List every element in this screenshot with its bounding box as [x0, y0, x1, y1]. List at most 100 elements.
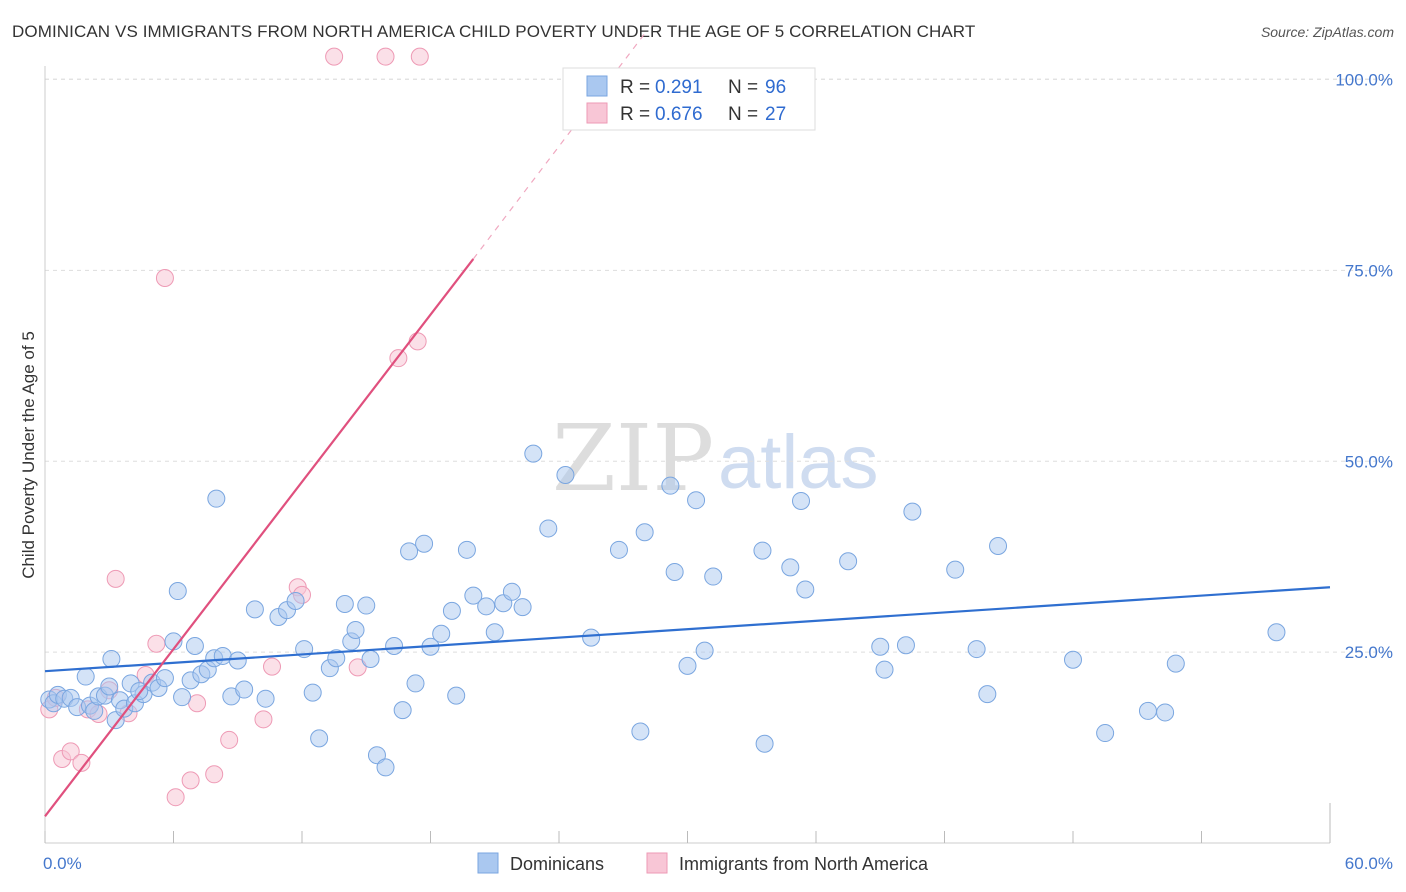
dominicans-point: [393, 701, 412, 720]
dominicans-point: [442, 601, 461, 620]
immigrants-point: [408, 332, 427, 351]
dominicans-point: [432, 624, 451, 643]
legend-n-label-1: N =: [728, 77, 758, 98]
dominicans-point: [335, 595, 354, 614]
dominicans-point: [102, 649, 121, 668]
legend-n-value-2: 27: [765, 104, 786, 125]
dominicans-point: [781, 558, 800, 577]
immigrants-point: [410, 47, 429, 66]
legend-r-value-1: 0.291: [655, 77, 703, 98]
dominicans-point: [871, 637, 890, 656]
dominicans-point: [903, 502, 922, 521]
bottom-legend-immigrants: Immigrants from North America: [679, 854, 929, 874]
watermark-atlas: atlas: [718, 420, 879, 505]
dominicans-point: [1064, 650, 1082, 669]
dominicans-point: [1267, 623, 1286, 642]
dominicans-point: [704, 567, 723, 586]
dominicans-point: [310, 729, 329, 748]
dominicans-point: [173, 688, 192, 707]
dominicans-point: [695, 641, 714, 660]
legend-swatch-dominicans: [586, 75, 608, 97]
dominicans-point: [1096, 724, 1115, 743]
bottom-legend-dominicans: Dominicans: [510, 854, 604, 874]
y-tick-labels: 25.0% 50.0% 75.0% 100.0%: [1335, 71, 1393, 663]
immigrants-point: [72, 753, 91, 772]
immigrants-point: [166, 788, 185, 807]
legend-n-value-1: 96: [765, 77, 786, 98]
immigrants-point: [348, 658, 367, 677]
immigrants-point: [254, 710, 273, 729]
dominicans-point: [1138, 701, 1157, 720]
dominicans-point: [415, 534, 434, 553]
dominicans-point: [400, 542, 419, 561]
dominicans-point: [457, 540, 476, 559]
dominicans-point: [1156, 703, 1175, 722]
dominicans-point: [978, 685, 997, 704]
dominicans-point: [327, 649, 346, 668]
dominicans-point: [485, 623, 504, 642]
immigrants-trend-line-extension: [472, 33, 646, 260]
dominicans-point: [406, 674, 425, 693]
x-tick-label-60: 60.0%: [1345, 854, 1393, 873]
dominicans-point: [609, 540, 628, 559]
immigrants-point: [188, 694, 207, 713]
y-tick-label-75: 75.0%: [1345, 261, 1393, 280]
dominicans-point: [155, 669, 174, 688]
dominicans-point: [524, 444, 543, 463]
dominicans-point: [989, 536, 1008, 555]
immigrants-point: [181, 771, 200, 790]
dominicans-point: [357, 596, 376, 615]
dominicans-point: [678, 656, 697, 675]
dominicans-point: [582, 628, 601, 647]
chart-title: DOMINICAN VS IMMIGRANTS FROM NORTH AMERI…: [12, 22, 976, 41]
legend-r-value-2: 0.676: [655, 104, 703, 125]
dominicans-point: [245, 600, 264, 619]
dominicans-point: [687, 491, 706, 510]
immigrants-point: [325, 47, 344, 66]
immigrants-point: [147, 634, 166, 653]
dominicans-point: [235, 680, 254, 699]
dominicans-point: [513, 598, 532, 617]
series-dominicans-points: [40, 444, 1286, 777]
legend-bottom: Dominicans Immigrants from North America: [477, 852, 929, 874]
dominicans-point: [556, 465, 575, 484]
immigrants-point: [205, 765, 224, 784]
legend-r-label-2: R =: [620, 104, 650, 125]
dominicans-point: [168, 582, 187, 601]
dominicans-point: [361, 649, 380, 668]
dominicans-point: [464, 586, 483, 605]
immigrants-point: [155, 269, 174, 288]
dominicans-point: [477, 597, 496, 616]
dominicans-point: [661, 476, 680, 495]
dominicans-point: [753, 541, 772, 560]
immigrants-point: [220, 730, 239, 749]
dominicans-point: [346, 620, 365, 639]
watermark: ZIP atlas: [552, 405, 879, 512]
dominicans-point: [796, 580, 815, 599]
trend-lines: [44, 33, 1331, 817]
legend-n-label-2: N =: [728, 104, 758, 125]
dominicans-trend-line: [44, 586, 1331, 673]
dominicans-point: [792, 491, 811, 510]
legend-r-label-1: R =: [620, 77, 650, 98]
immigrants-point: [376, 47, 395, 66]
dominicans-point: [185, 637, 204, 656]
immigrants-point: [263, 657, 282, 676]
dominicans-point: [967, 640, 986, 659]
x-tick-labels: 0.0% 60.0%: [43, 854, 1393, 873]
dominicans-point: [631, 722, 650, 741]
dominicans-point: [665, 562, 684, 581]
immigrants-point: [61, 742, 80, 761]
y-tick-label-25: 25.0%: [1345, 643, 1393, 662]
dominicans-point: [755, 734, 774, 753]
watermark-zip: ZIP: [552, 405, 714, 512]
dominicans-point: [286, 591, 305, 610]
dominicans-point: [385, 637, 404, 656]
y-tick-label-100: 100.0%: [1335, 71, 1393, 90]
dominicans-point: [1166, 654, 1185, 673]
immigrants-trend-line: [44, 258, 475, 817]
dominicans-point: [303, 683, 322, 702]
y-axis-label: Child Poverty Under the Age of 5: [19, 331, 38, 579]
immigrants-point: [106, 569, 125, 588]
